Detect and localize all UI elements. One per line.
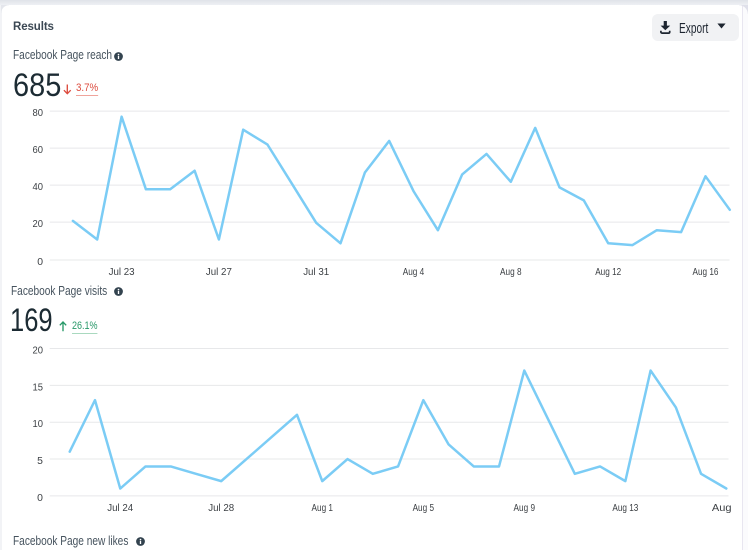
svg-text:Aug 12: Aug 12 [595,266,621,278]
svg-text:20: 20 [32,346,43,357]
svg-text:80: 80 [33,107,44,119]
svg-text:Jul 24: Jul 24 [107,503,133,514]
svg-text:Jul 28: Jul 28 [208,503,234,514]
svg-text:Aug 5: Aug 5 [413,503,435,514]
svg-text:Aug 8: Aug 8 [500,266,522,278]
svg-text:40: 40 [33,181,44,193]
svg-text:Aug 4: Aug 4 [403,266,425,278]
svg-text:Jul 27: Jul 27 [206,266,232,278]
svg-text:60: 60 [33,144,44,156]
svg-text:Jul 31: Jul 31 [303,266,329,278]
svg-text:5: 5 [37,456,43,467]
svg-text:15: 15 [32,382,43,393]
svg-text:Aug 13: Aug 13 [612,503,638,514]
svg-text:0: 0 [37,256,43,268]
svg-text:Aug 9: Aug 9 [514,503,536,514]
svg-text:Aug: Aug [712,503,732,514]
svg-text:0: 0 [37,493,43,504]
svg-text:20: 20 [33,218,44,230]
svg-text:10: 10 [32,419,43,430]
svg-text:Aug 1: Aug 1 [312,503,334,514]
svg-text:Jul 23: Jul 23 [109,266,135,278]
svg-text:Aug 16: Aug 16 [693,266,719,278]
